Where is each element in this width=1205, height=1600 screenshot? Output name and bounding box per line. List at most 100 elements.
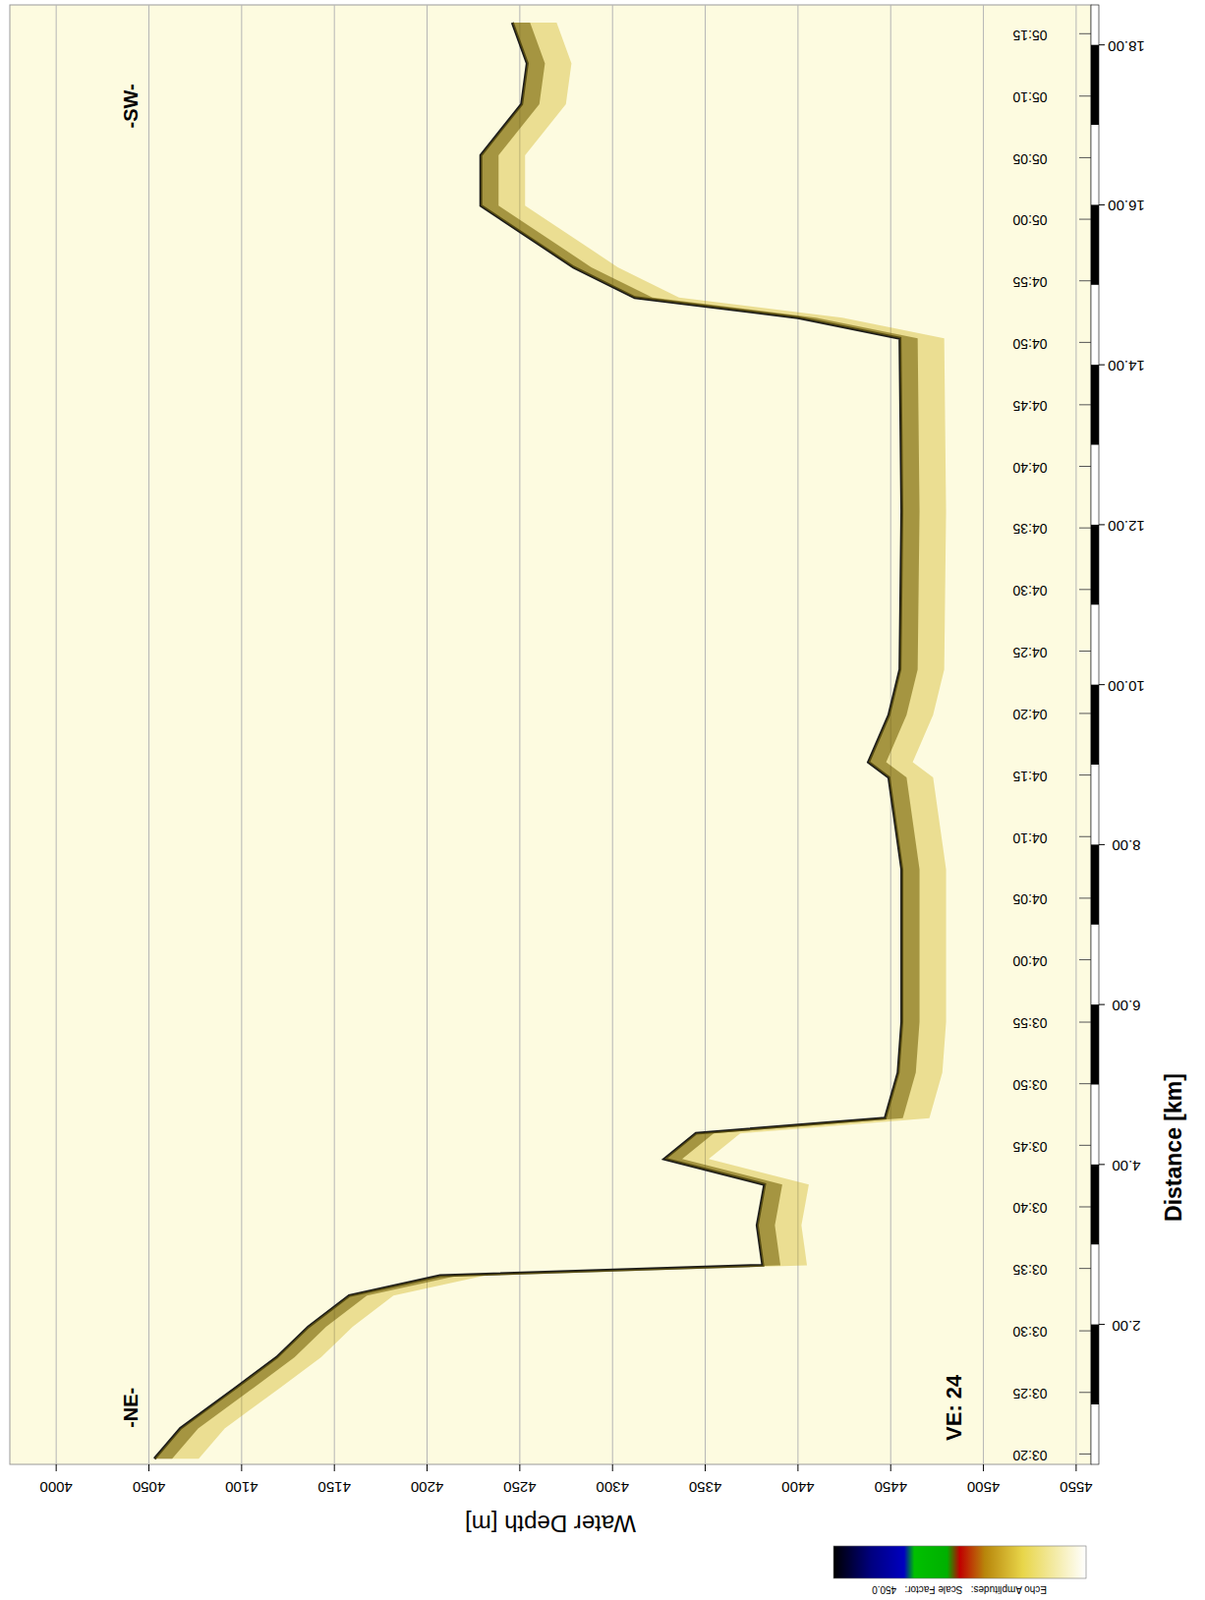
tick <box>1079 897 1091 899</box>
time-label: 05:05 <box>1012 151 1047 168</box>
scale-bar <box>1090 4 1099 1465</box>
tick-label: 6.00 <box>1111 997 1141 1015</box>
tick <box>1079 1391 1091 1393</box>
tick-label: 2.00 <box>1111 1318 1141 1335</box>
tick <box>1079 650 1091 652</box>
tick <box>1098 1163 1105 1165</box>
tick <box>982 1464 984 1472</box>
tick-label: 4350 <box>688 1479 722 1496</box>
tick <box>1079 959 1091 961</box>
time-label: 05:00 <box>1012 212 1047 229</box>
tick <box>1079 95 1091 97</box>
scale-block <box>1090 45 1099 125</box>
tick <box>612 1464 614 1472</box>
grid-line <box>56 4 58 1465</box>
time-label: 05:10 <box>1012 89 1047 106</box>
tick <box>797 1464 799 1472</box>
time-label: 04:05 <box>1012 891 1047 908</box>
time-label: 03:30 <box>1012 1323 1047 1340</box>
tick <box>56 1464 58 1472</box>
tick-label: 16.00 <box>1107 197 1146 215</box>
tick-label: 4550 <box>1059 1479 1092 1496</box>
scale-block <box>1090 844 1099 924</box>
grid-line <box>240 4 242 1465</box>
time-label: 04:15 <box>1012 768 1047 785</box>
time-label: 03:20 <box>1012 1447 1047 1464</box>
time-label: 03:50 <box>1012 1077 1047 1093</box>
grid-line <box>612 4 614 1465</box>
tick <box>1079 1022 1091 1024</box>
tick <box>1098 204 1105 206</box>
time-label: 03:25 <box>1012 1385 1047 1402</box>
scale-block <box>1090 1164 1099 1245</box>
grid-line <box>982 4 984 1465</box>
tick-label: 4050 <box>132 1479 166 1496</box>
tick-label: 4000 <box>39 1479 72 1496</box>
chart: 4000405041004150420042504300435044004450… <box>0 0 1205 1600</box>
tick <box>1079 588 1091 590</box>
scale-block <box>1090 524 1099 605</box>
tick <box>1079 1145 1091 1147</box>
tick <box>1098 523 1105 525</box>
tick <box>1098 1323 1105 1325</box>
tick-label: 4250 <box>503 1479 536 1496</box>
tick <box>426 1464 428 1472</box>
tick <box>1079 774 1091 776</box>
grid-line <box>334 4 336 1465</box>
tick <box>1098 844 1105 846</box>
axis-title: Water Depth [m] <box>464 1510 636 1538</box>
tick <box>148 1464 150 1472</box>
grid-line <box>704 4 706 1465</box>
tick <box>1079 1330 1091 1332</box>
tick <box>1079 712 1091 714</box>
scale-block <box>1090 685 1099 765</box>
tick <box>1079 527 1091 529</box>
tick-label: 10.00 <box>1107 678 1146 695</box>
tick <box>1079 33 1091 35</box>
tick <box>704 1464 706 1472</box>
tick <box>1079 1205 1091 1207</box>
scale-block <box>1090 1324 1099 1405</box>
tick-label: 4450 <box>874 1479 908 1496</box>
time-label: 04:40 <box>1012 459 1047 476</box>
tick <box>1098 364 1105 366</box>
data-group <box>154 22 946 1459</box>
axis-title: Distance [km] <box>1160 1073 1187 1222</box>
tick-label: 8.00 <box>1111 837 1141 855</box>
tick-label: 4150 <box>318 1479 351 1496</box>
annotation: VE: 24 <box>941 1374 967 1441</box>
tick <box>1079 403 1091 405</box>
annotation: -NE- <box>119 1387 142 1429</box>
time-label: 04:30 <box>1012 582 1047 599</box>
tick-label: 4500 <box>967 1479 1000 1496</box>
sediment-echo <box>154 22 946 1459</box>
tick-label: 12.00 <box>1107 517 1146 535</box>
time-label: 04:45 <box>1012 398 1047 414</box>
tick-label: 4.00 <box>1111 1157 1141 1175</box>
tick <box>1079 280 1091 282</box>
time-label: 04:55 <box>1012 274 1047 290</box>
tick <box>1079 836 1091 838</box>
tick <box>1098 1004 1105 1006</box>
plot-area <box>9 4 1091 1465</box>
tick-label: 4100 <box>225 1479 258 1496</box>
tick-label: 4200 <box>410 1479 444 1496</box>
time-label: 04:25 <box>1012 644 1047 661</box>
tick <box>240 1464 242 1472</box>
time-label: 04:35 <box>1012 520 1047 537</box>
tick <box>1079 342 1091 344</box>
tick-label: 14.00 <box>1107 357 1146 375</box>
grid-line <box>426 4 428 1465</box>
tick <box>334 1464 336 1472</box>
time-label: 04:20 <box>1012 706 1047 723</box>
tick <box>1079 1267 1091 1269</box>
colorbar <box>833 1546 1087 1579</box>
tick <box>1098 684 1105 686</box>
time-label: 03:45 <box>1012 1139 1047 1155</box>
grid-line <box>148 4 150 1465</box>
scale-block <box>1090 1004 1099 1085</box>
time-label: 04:50 <box>1012 336 1047 352</box>
time-label: 04:00 <box>1012 953 1047 970</box>
tick <box>1079 465 1091 467</box>
tick-label: 4300 <box>596 1479 630 1496</box>
